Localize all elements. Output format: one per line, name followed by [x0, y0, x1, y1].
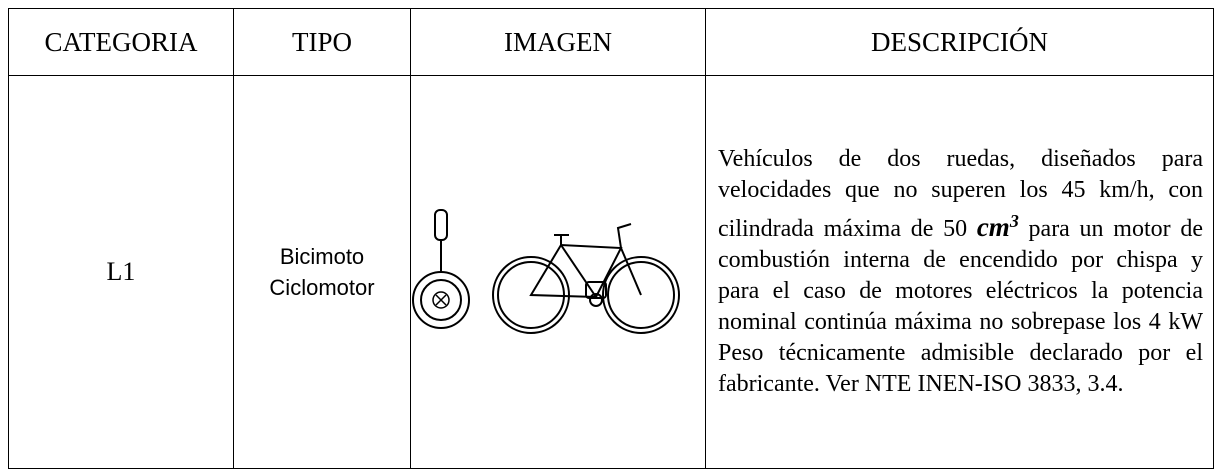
type-line: Ciclomotor — [269, 275, 375, 300]
description-text: Vehículos de dos ruedas, diseñados para … — [718, 146, 1203, 242]
header-cell: IMAGEN — [410, 8, 706, 76]
image-cell — [410, 75, 706, 469]
body-row: L1 Bicimoto Ciclomotor — [8, 75, 1214, 469]
header-cell: TIPO — [233, 8, 411, 76]
category-cell: L1 — [8, 75, 234, 469]
scooter-icon — [412, 208, 470, 329]
vehicle-image — [412, 208, 680, 334]
unit: cm — [976, 212, 1010, 242]
header-row: CATEGORIA TIPO IMAGEN DESCRIPCIÓN — [8, 8, 1214, 76]
type-line: Bicimoto — [279, 244, 365, 269]
type-cell: Bicimoto Ciclomotor — [233, 75, 411, 469]
vehicle-table: CATEGORIA TIPO IMAGEN DESCRIPCIÓN L1 Bic… — [8, 8, 1214, 469]
header-cell: CATEGORIA — [8, 8, 234, 76]
description-text: para un motor de combustión interna de e… — [718, 216, 1203, 397]
header-cell: DESCRIPCIÓN — [705, 8, 1214, 76]
bicycle-icon — [492, 222, 680, 334]
description-cell: Vehículos de dos ruedas, diseñados para … — [705, 75, 1214, 469]
unit-exponent: 3 — [1009, 211, 1019, 231]
